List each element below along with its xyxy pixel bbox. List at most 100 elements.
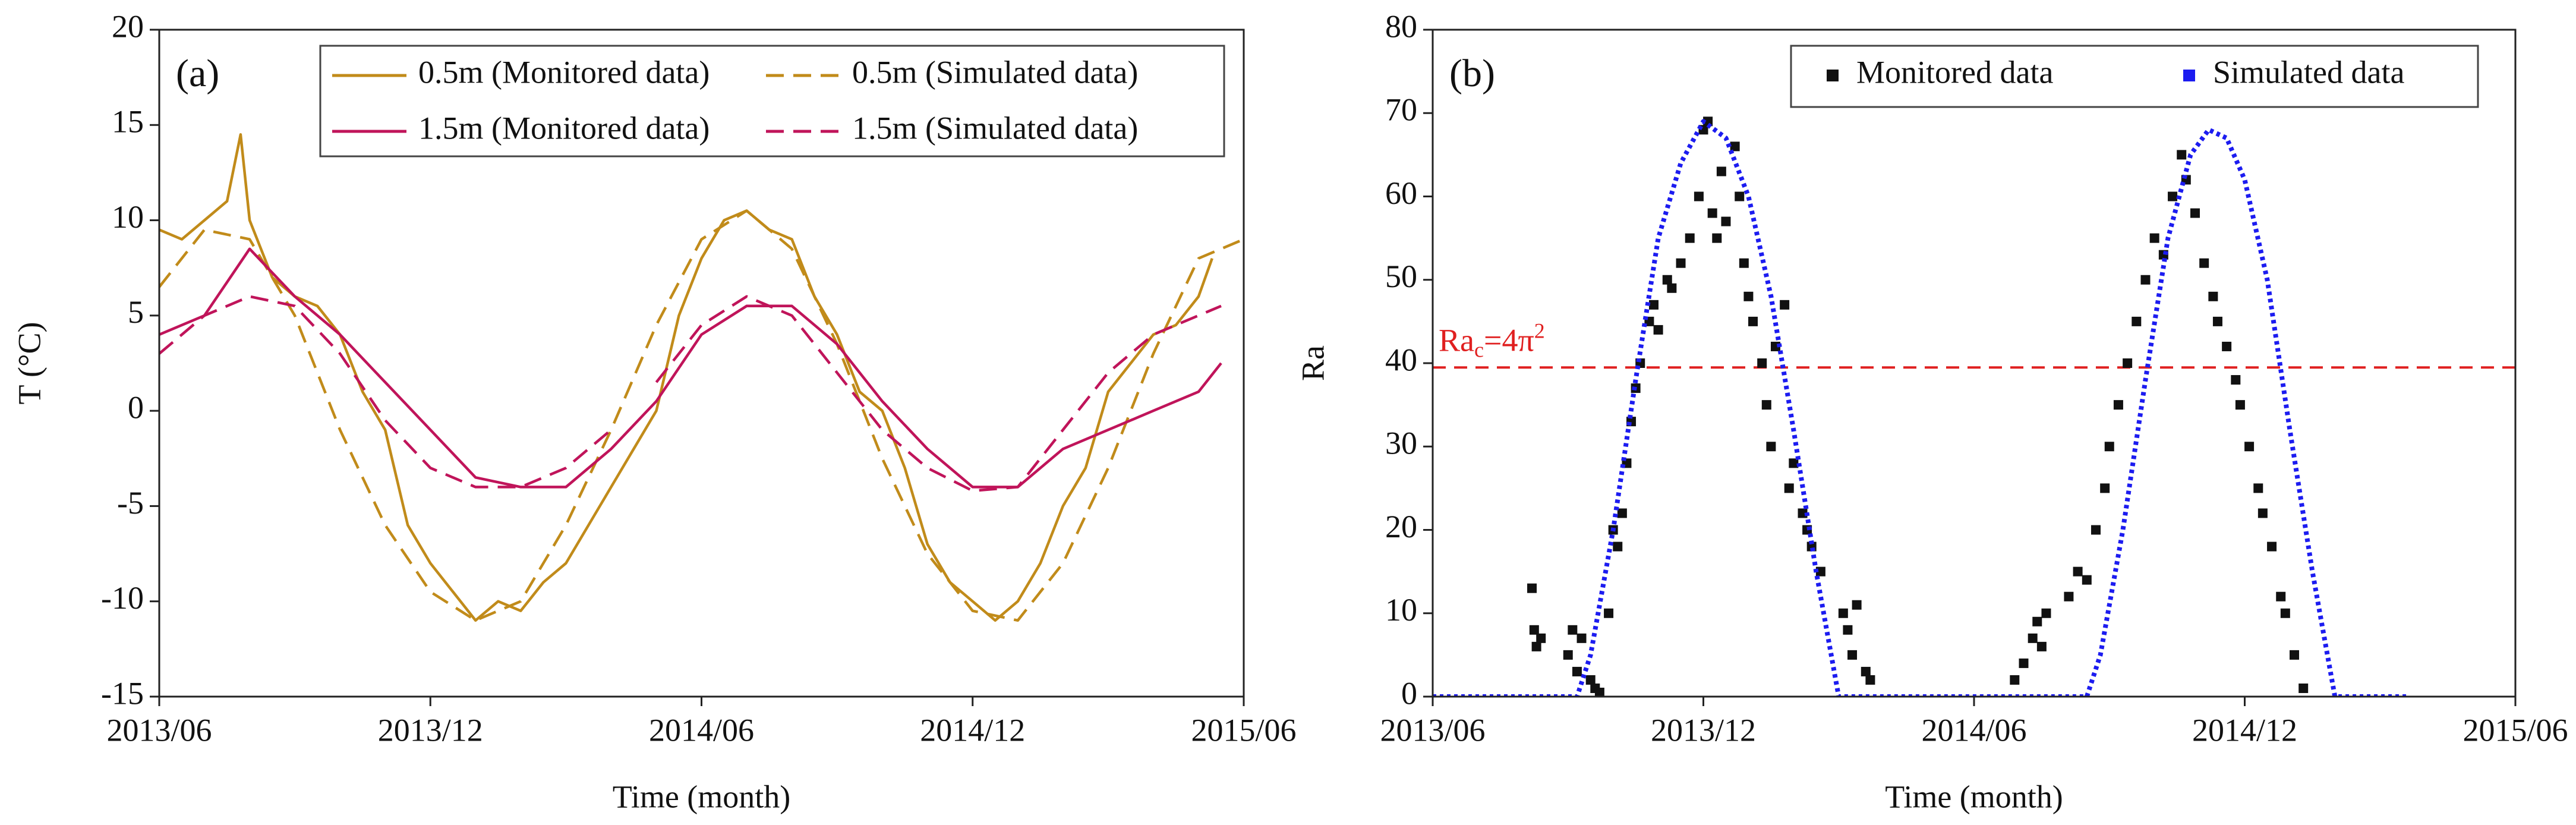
legend-box — [1790, 45, 2479, 108]
threshold-label-part: =4π — [1484, 323, 1534, 358]
data-point — [2190, 208, 2200, 218]
plot-frame — [158, 29, 1245, 698]
data-point — [1843, 625, 1853, 635]
data-point — [1527, 583, 1537, 593]
y-tick-label: -15 — [101, 675, 144, 711]
threshold-label-part: 2 — [1534, 319, 1545, 343]
data-point — [1585, 675, 1596, 685]
y-tick-label: 10 — [1385, 592, 1417, 628]
y-tick-label: 0 — [128, 390, 144, 426]
data-point — [2212, 316, 2222, 326]
y-tick-label: 50 — [1385, 259, 1417, 294]
series-line — [159, 133, 1213, 622]
threshold-label-part: Ra — [1439, 323, 1474, 358]
legend-label: Simulated data — [2213, 54, 2404, 90]
data-point — [2149, 233, 2159, 243]
data-point — [2267, 541, 2277, 552]
data-point — [1604, 608, 1614, 618]
data-point — [1761, 400, 1771, 410]
data-point — [2177, 150, 2187, 160]
data-point — [1789, 458, 1799, 468]
plot — [159, 133, 1244, 622]
legend-label: 0.5m (Monitored data) — [418, 54, 710, 90]
threshold-label: Rac=4π2 — [1439, 319, 1545, 362]
y-axis-label: T (°C) — [11, 322, 47, 404]
data-point — [2100, 483, 2110, 493]
y-tick-label: 20 — [1385, 509, 1417, 544]
data-point — [1694, 191, 1704, 201]
y-tick-label: 30 — [1385, 426, 1417, 461]
data-point — [2298, 683, 2309, 693]
data-point — [2235, 400, 2245, 410]
data-point — [2028, 633, 2038, 643]
y-tick-label: 15 — [112, 104, 144, 140]
data-point — [1757, 358, 1767, 368]
y-tick-label: 60 — [1385, 175, 1417, 211]
data-point — [2168, 191, 2178, 201]
threshold-label-part: c — [1474, 338, 1484, 362]
x-tick-label: 2015/06 — [2463, 712, 2568, 748]
series-line — [159, 247, 1222, 489]
legend-swatch — [2183, 70, 2195, 81]
data-point — [1730, 141, 1740, 152]
data-point — [1784, 483, 1794, 493]
data-point — [1617, 508, 1627, 518]
data-point — [2041, 608, 2051, 618]
data-point — [2244, 442, 2255, 452]
data-point — [1563, 650, 1573, 660]
data-point — [1536, 633, 1546, 643]
data-point — [1707, 208, 1717, 218]
series-line — [1433, 119, 2407, 697]
data-point — [1531, 641, 1541, 651]
data-point — [1852, 600, 1862, 610]
data-point — [2280, 608, 2290, 618]
data-point — [1743, 291, 1754, 301]
x-tick-label: 2013/12 — [1651, 712, 1756, 748]
data-point — [2032, 616, 2042, 626]
data-point — [1667, 283, 1677, 293]
series-line — [159, 295, 1222, 493]
data-point — [2113, 400, 2123, 410]
y-tick-label: 5 — [128, 294, 144, 330]
data-point — [1577, 633, 1587, 643]
y-axis-label: Ra — [1295, 345, 1330, 381]
x-tick-label: 2013/12 — [378, 712, 483, 748]
data-point — [1716, 166, 1726, 177]
legend-label: 0.5m (Simulated data) — [852, 54, 1138, 90]
data-point — [2036, 641, 2047, 651]
data-point — [2140, 275, 2151, 285]
y-tick-label: -5 — [117, 485, 144, 521]
data-point — [1685, 233, 1695, 243]
data-point — [2123, 358, 2133, 368]
panel-label: (a) — [176, 52, 219, 95]
data-point — [1529, 625, 1539, 635]
y-tick-label: 0 — [1401, 675, 1417, 711]
data-point — [1572, 666, 1582, 676]
panel-label: (b) — [1449, 52, 1495, 95]
data-point — [1613, 541, 1623, 552]
data-point — [2073, 566, 2083, 577]
data-point — [2010, 675, 2020, 685]
data-point — [2082, 575, 2092, 585]
y-tick-label: -10 — [101, 580, 144, 616]
x-axis-label: Time (month) — [613, 779, 791, 814]
data-point — [1739, 258, 1749, 268]
data-point — [1676, 258, 1686, 268]
legend-swatch — [1827, 70, 1839, 81]
data-point — [1865, 675, 1875, 685]
y-tick-label: 80 — [1385, 8, 1417, 44]
data-point — [1662, 275, 1672, 285]
data-point — [2104, 442, 2114, 452]
data-point — [2222, 341, 2232, 351]
data-point — [1648, 300, 1659, 310]
plot-frame — [1432, 29, 2517, 698]
x-axis-label: Time (month) — [1885, 779, 2063, 814]
x-tick-label: 2013/06 — [106, 712, 212, 748]
data-point — [1861, 666, 1871, 676]
legend-label: 1.5m (Simulated data) — [852, 110, 1138, 146]
x-tick-label: 2014/06 — [1921, 712, 2026, 748]
data-point — [2290, 650, 2300, 660]
x-tick-label: 2014/06 — [649, 712, 754, 748]
data-point — [1735, 191, 1745, 201]
